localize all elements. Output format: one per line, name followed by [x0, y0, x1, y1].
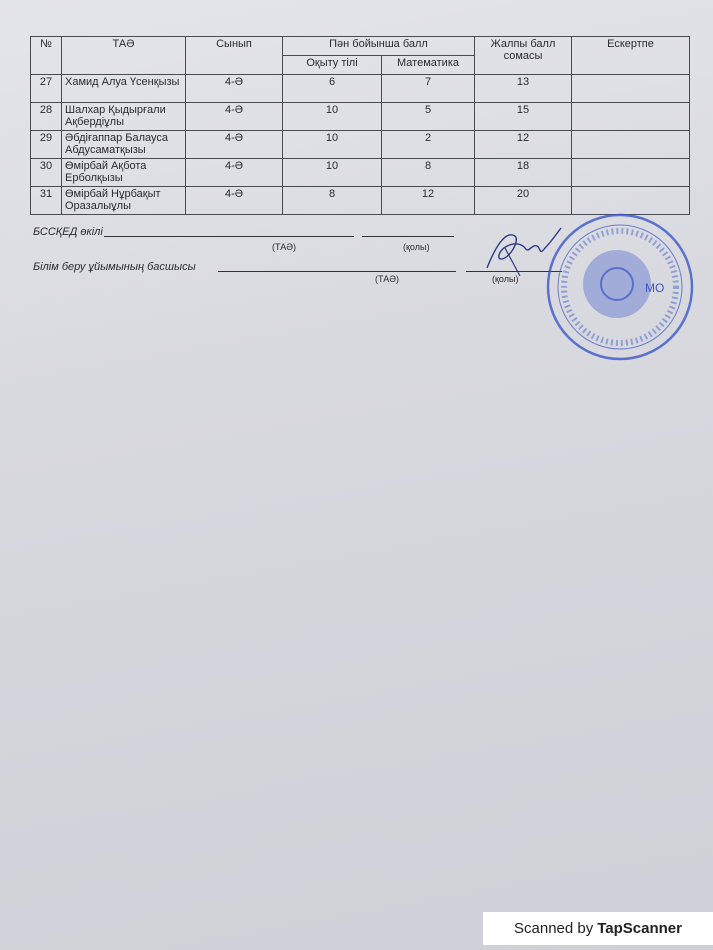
cell-name: Өмірбай Нұрбақыт Оразалыұлы [61, 186, 186, 215]
rep-name-line [104, 236, 354, 237]
cell-class: 4-Ә [185, 158, 283, 187]
cell-note [571, 158, 690, 187]
cell-num: 28 [30, 102, 62, 131]
cell-num: 30 [30, 158, 62, 187]
table-row: 29 Әбдіғаппар Балауса Абдусаматқызы 4-Ә … [30, 130, 690, 159]
cell-total: 15 [474, 102, 572, 131]
header-num: № [30, 36, 62, 75]
header-name: ТАӘ [61, 36, 186, 75]
table-row: 28 Шалхар Қыдырғали Ақбердіұлы 4-Ә 10 5 … [30, 102, 690, 131]
cell-class: 4-Ә [185, 130, 283, 159]
cell-note [571, 102, 690, 131]
cell-lang: 10 [282, 102, 382, 131]
cell-num: 31 [30, 186, 62, 215]
header-class: Сынып [185, 36, 283, 75]
cell-math: 2 [381, 130, 475, 159]
head-name-line [218, 271, 456, 272]
table-row: 30 Өмірбай Ақбота Ерболқызы 4-Ә 10 8 18 [30, 158, 690, 187]
header-subject-group: Пән бойынша балл [282, 36, 475, 56]
cell-math: 5 [381, 102, 475, 131]
results-table: № ТАӘ Сынып Пән бойынша балл Жалпы балл … [30, 36, 690, 215]
rep-sign-line [362, 236, 454, 237]
head-sign-caption: (қолы) [492, 274, 519, 284]
watermark-brand: TapScanner [597, 920, 682, 937]
cell-num: 29 [30, 130, 62, 159]
rep-sign-caption: (қолы) [403, 242, 430, 252]
cell-total: 18 [474, 158, 572, 187]
scanner-watermark: Scanned by TapScanner [483, 912, 713, 945]
rep-name-caption: (ТАӘ) [272, 242, 296, 252]
watermark-prefix: Scanned by [514, 920, 594, 937]
header-note: Ескертпе [571, 36, 690, 75]
cell-math: 8 [381, 158, 475, 187]
cell-lang: 8 [282, 186, 382, 215]
cell-lang: 10 [282, 158, 382, 187]
cell-class: 4-Ә [185, 102, 283, 131]
cell-name: Шалхар Қыдырғали Ақбердіұлы [61, 102, 186, 131]
cell-num: 27 [30, 74, 62, 103]
table-row: 27 Хамид Алуа Үсенқызы 4-Ә 6 7 13 [30, 74, 690, 103]
head-label: Білім беру ұйымының басшысы [33, 261, 196, 273]
cell-lang: 6 [282, 74, 382, 103]
cell-class: 4-Ә [185, 186, 283, 215]
cell-total: 12 [474, 130, 572, 159]
cell-name: Хамид Алуа Үсенқызы [61, 74, 186, 103]
cell-total: 20 [474, 186, 572, 215]
cell-class: 4-Ә [185, 74, 283, 103]
cell-note [571, 74, 690, 103]
cell-total: 13 [474, 74, 572, 103]
cell-name: Өмірбай Ақбота Ерболқызы [61, 158, 186, 187]
header-total: Жалпы балл сомасы [474, 36, 572, 75]
cell-name: Әбдіғаппар Балауса Абдусаматқызы [61, 130, 186, 159]
head-sign-line [466, 271, 562, 272]
stamp-mark: МО [645, 281, 664, 295]
cell-lang: 10 [282, 130, 382, 159]
official-stamp: МО [546, 213, 694, 361]
cell-math: 7 [381, 74, 475, 103]
head-name-caption: (ТАӘ) [375, 274, 399, 284]
header-subject-math: Математика [381, 55, 475, 75]
cell-math: 12 [381, 186, 475, 215]
cell-note [571, 186, 690, 215]
header-subject-lang: Оқыту тілі [282, 55, 382, 75]
table-row: 31 Өмірбай Нұрбақыт Оразалыұлы 4-Ә 8 12 … [30, 186, 690, 215]
rep-label: БССҚЕД өкілі [33, 226, 103, 238]
cell-note [571, 130, 690, 159]
handwritten-signature [486, 227, 562, 277]
